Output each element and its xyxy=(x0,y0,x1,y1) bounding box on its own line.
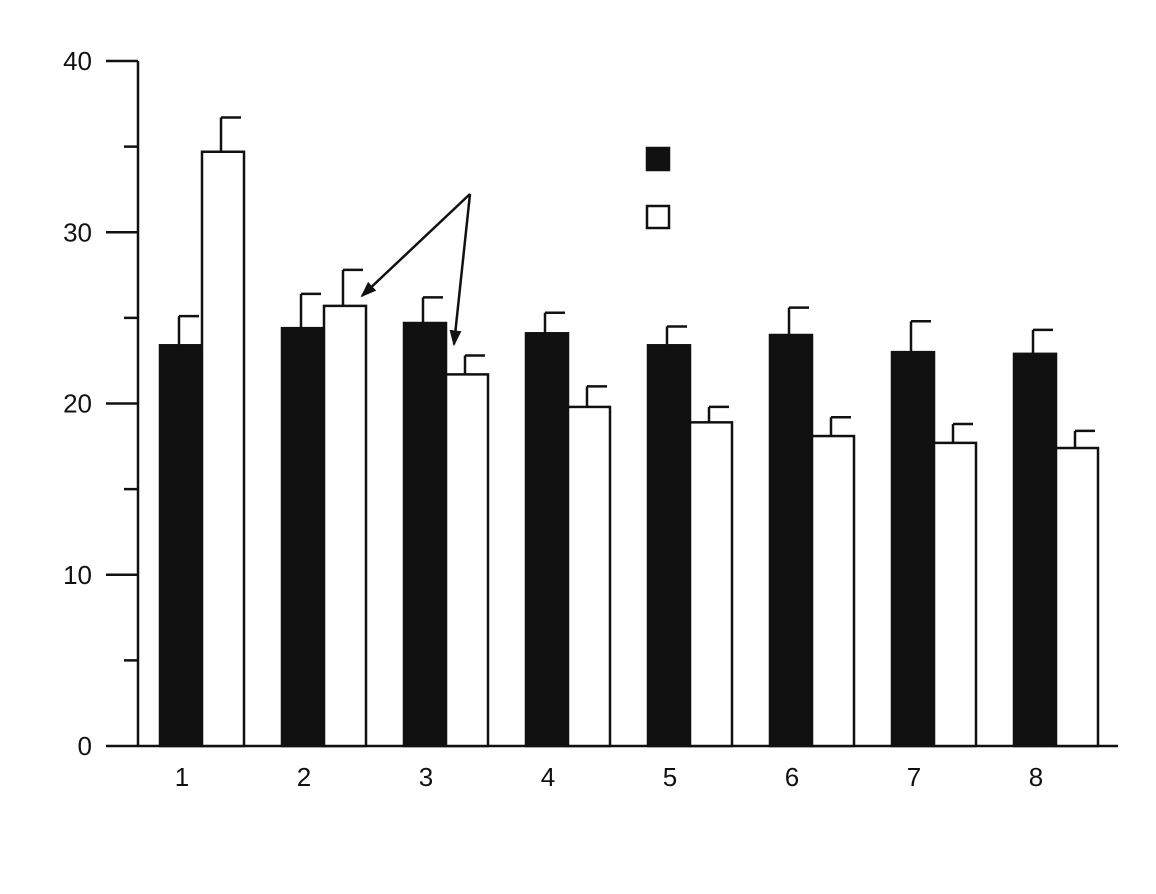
error-bars xyxy=(177,116,1095,449)
x-tick-label: 4 xyxy=(541,762,555,792)
bar xyxy=(810,434,856,748)
bar xyxy=(158,344,204,748)
legend-swatch xyxy=(645,146,671,172)
y-tick-label: 10 xyxy=(63,560,92,590)
bar xyxy=(1054,446,1100,748)
x-tick-label: 3 xyxy=(419,762,433,792)
annotation-arrow xyxy=(449,193,472,347)
bar xyxy=(932,441,978,748)
y-tick-label: 20 xyxy=(63,389,92,419)
bar xyxy=(646,344,692,748)
annotation-arrow xyxy=(360,193,471,298)
bar xyxy=(200,150,246,748)
bar xyxy=(890,350,936,748)
legend-swatch xyxy=(645,204,671,230)
x-tick-label: 6 xyxy=(785,762,799,792)
bar xyxy=(444,373,490,748)
bar xyxy=(322,304,368,748)
y-tick-label: 30 xyxy=(63,217,92,247)
bar xyxy=(1012,352,1058,748)
bars xyxy=(158,150,1100,748)
bar xyxy=(280,326,326,748)
x-tick-label: 1 xyxy=(175,762,189,792)
bar xyxy=(688,421,734,748)
bar xyxy=(402,321,448,748)
x-tick-label: 8 xyxy=(1029,762,1043,792)
legend xyxy=(645,146,671,230)
bar xyxy=(566,405,612,748)
y-tick-label: 0 xyxy=(78,731,92,761)
annotations xyxy=(360,193,472,347)
bar xyxy=(768,333,814,748)
bar xyxy=(524,332,570,748)
x-tick-label: 5 xyxy=(663,762,677,792)
x-tick-label: 7 xyxy=(907,762,921,792)
y-tick-label: 40 xyxy=(63,46,92,76)
x-tick-label: 2 xyxy=(297,762,311,792)
tick-labels: 0 10 20 30 40 1 2 3 4 5 6 7 8 xyxy=(63,46,1043,792)
